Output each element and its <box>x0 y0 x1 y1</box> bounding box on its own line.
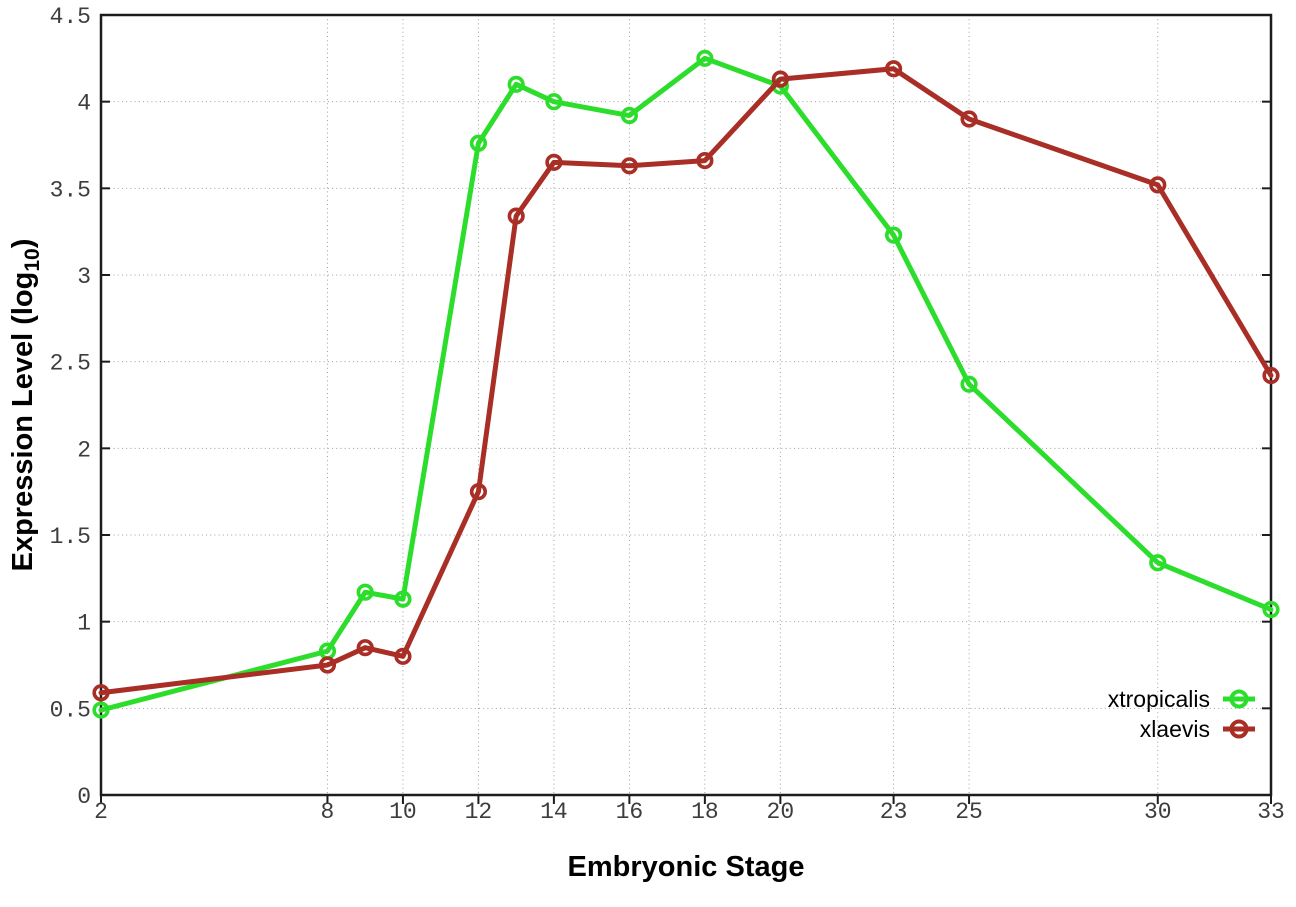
xtropicalis-point <box>696 49 714 67</box>
xtropicalis-point <box>469 134 488 152</box>
xlaevis-point <box>1149 176 1167 194</box>
y-tick-label: 3 <box>77 264 91 290</box>
data-series <box>92 49 1280 719</box>
y-tick-label: 0.5 <box>50 697 91 723</box>
y-tick-label: 4.5 <box>50 4 91 30</box>
plot-border-group <box>99 13 1273 797</box>
x-tick-label: 2 <box>94 799 108 825</box>
x-tick-label: 33 <box>1257 799 1285 825</box>
xtropicalis-point <box>356 583 374 601</box>
grid-lines <box>101 15 1271 795</box>
xtropicalis-point <box>960 375 978 393</box>
x-tick-label: 20 <box>767 799 795 825</box>
y-tick-label: 0 <box>77 784 91 810</box>
xlaevis-point <box>469 483 488 501</box>
xlaevis-point <box>620 157 638 175</box>
xtropicalis-point <box>1262 600 1280 619</box>
x-tick-label: 16 <box>616 799 644 825</box>
xtropicalis-point <box>1149 554 1167 572</box>
axis-titles: Embryonic Stage Expression Level (log10) <box>7 239 804 883</box>
chart-legend: xtropicalis xlaevis <box>1108 686 1255 742</box>
x-tick-label: 25 <box>955 799 983 825</box>
xlaevis-line <box>98 66 1274 696</box>
x-tick-label: 10 <box>389 799 417 825</box>
xtropicalis-point <box>92 701 110 719</box>
xlaevis-point <box>884 60 903 78</box>
tick-labels: 2 8 10 12 14 16 18 20 23 25 30 33 0 0.5 1 1.5 2 2.5 3 3.5 4 4… <box>50 4 1285 825</box>
xtropicalis-point <box>884 226 903 244</box>
xtropicalis-point <box>507 75 525 93</box>
x-tick-label: 18 <box>691 799 719 825</box>
y-tick-label: 2 <box>77 437 91 463</box>
legend-label-xtropicalis: xtropicalis <box>1108 686 1210 712</box>
xlaevis-point <box>394 647 412 665</box>
xlaevis-point <box>356 639 374 657</box>
xtropicalis-point <box>394 590 412 608</box>
y-tick-label: 3.5 <box>50 177 91 203</box>
legend-sample-marker <box>1229 689 1249 709</box>
y-tick-label: 4 <box>77 91 91 117</box>
legend-sample-marker <box>1229 719 1249 739</box>
xtropicalis-point <box>620 106 638 125</box>
x-tick-label: 30 <box>1144 799 1172 825</box>
plot-border <box>99 13 1273 797</box>
xtropicalis-point <box>545 93 563 111</box>
y-tick-label: 1.5 <box>50 524 91 550</box>
xlaevis-point <box>507 207 525 225</box>
x-tick-label: 14 <box>540 799 568 825</box>
xlaevis-point <box>771 70 789 88</box>
x-axis-title: Embryonic Stage <box>568 851 805 883</box>
xlaevis-point <box>92 684 110 702</box>
x-tick-label: 23 <box>880 799 908 825</box>
xlaevis-point <box>545 153 563 171</box>
xlaevis-point <box>696 152 714 170</box>
xlaevis-point <box>960 110 978 128</box>
x-tick-label: 12 <box>465 799 493 825</box>
y-tick-label: 2.5 <box>50 351 91 377</box>
x-tick-label: 8 <box>321 799 335 825</box>
y-axis-title: Expression Level (log10) <box>7 239 44 572</box>
legend-label-xlaevis: xlaevis <box>1140 716 1210 742</box>
xlaevis-point <box>1262 366 1280 385</box>
xtropicalis-line <box>98 55 1274 713</box>
y-tick-label: 1 <box>77 611 91 637</box>
xlaevis-point <box>318 656 337 674</box>
axis-ticks <box>100 100 1272 804</box>
